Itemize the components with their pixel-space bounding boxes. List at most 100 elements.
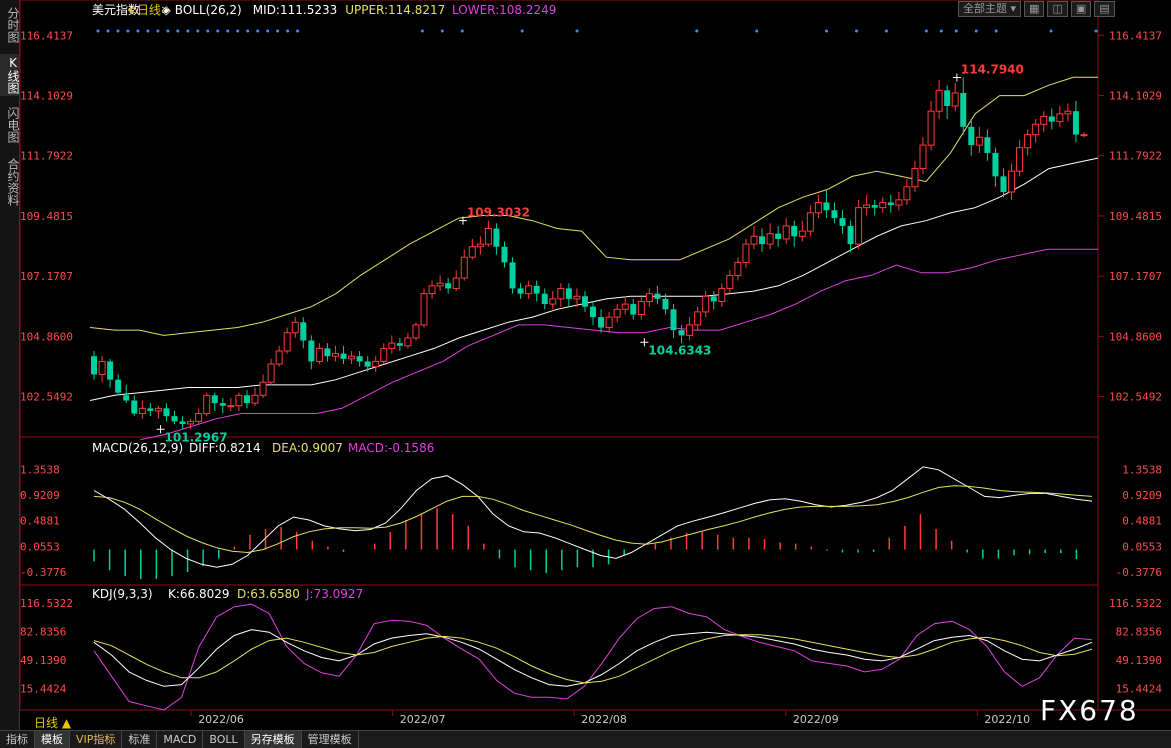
bottom-tab-manage-template[interactable]: 管理模板 <box>302 731 359 748</box>
candle-body <box>839 218 846 226</box>
tab-contract-info[interactable]: 合约资料 <box>6 158 20 206</box>
signal-dot <box>854 29 858 33</box>
macd-tick-label-left: 0.4881 <box>20 515 60 528</box>
candle-body <box>1000 176 1007 193</box>
signal-dot <box>256 29 260 33</box>
left-tab-bar: 分时图 K线图 闪电图 合约资料 <box>0 0 20 730</box>
annotation-label: 109.3032 <box>467 206 530 220</box>
price-tick-label-left: 114.1029 <box>20 90 73 103</box>
macd-tick-label-left: 1.3538 <box>20 464 60 477</box>
signal-dot <box>236 29 240 33</box>
candle-body <box>243 395 250 404</box>
candle-body <box>694 311 702 326</box>
signal-dot <box>96 29 100 33</box>
macd-dea-value: DEA:0.9007 <box>272 441 343 455</box>
candle-body <box>291 321 299 334</box>
signal-dot <box>296 29 300 33</box>
candle-body <box>98 360 106 375</box>
kdj-panel-frame <box>20 584 1099 711</box>
candle-body <box>420 293 428 326</box>
bottom-tab-vip[interactable]: VIP指标 <box>70 731 123 748</box>
candle-body <box>710 296 717 302</box>
macd-value: MACD:-0.1586 <box>348 441 434 455</box>
kdj-title: KDJ(9,3,3) <box>92 587 153 601</box>
candle-body <box>460 256 468 279</box>
candle-body <box>806 212 814 232</box>
kdj-tick-label-left: 82.8356 <box>20 625 66 638</box>
candle-body <box>412 324 420 339</box>
boll-toggle-icon: ◈ <box>162 3 172 17</box>
candle-body <box>573 295 581 300</box>
price-tick-label-left: 111.7922 <box>20 150 73 163</box>
kdj-tick-label: 15.4424 <box>1116 682 1163 695</box>
price-tick-label: 102.5492 <box>1109 391 1162 404</box>
candle-body <box>436 282 444 287</box>
candle-body <box>211 395 218 404</box>
candle-body <box>91 356 98 375</box>
layout-grid-icon[interactable]: ▦ <box>1024 1 1045 17</box>
candle-body <box>782 225 790 240</box>
layout-split-icon[interactable]: ◫ <box>1047 1 1068 17</box>
signal-dot <box>755 29 759 33</box>
candle-body <box>823 202 830 211</box>
kdj-j-value: J:73.0927 <box>305 587 363 601</box>
date-label: 2022/08 <box>581 713 627 726</box>
candle-body <box>533 285 540 294</box>
candle-body <box>654 293 661 299</box>
price-tick-label-left: 104.8600 <box>20 330 73 343</box>
candle-body <box>388 342 396 349</box>
candle-body <box>372 360 380 368</box>
price-tick-label: 109.4815 <box>1109 210 1162 223</box>
candle-body <box>549 298 557 305</box>
macd-dea-line <box>93 485 1093 554</box>
candle-body <box>927 110 935 146</box>
theme-dropdown[interactable]: 全部主题 ▾ <box>958 1 1022 17</box>
kline-chart[interactable]: 116.4137 114.1029 111.7922 109.4815 107.1707… <box>20 0 1171 728</box>
bottom-tab-template[interactable]: 模板 <box>35 731 70 748</box>
bottom-tab-save-template[interactable]: 另存模板 <box>244 731 302 748</box>
macd-panel-frame <box>20 436 1099 586</box>
price-tick-label-left: 109.4815 <box>20 210 73 223</box>
kdj-tick-label: 82.8356 <box>1116 625 1162 638</box>
layout-list-icon[interactable]: ▤ <box>1094 1 1115 17</box>
candle-body <box>742 243 750 263</box>
candle-body <box>364 361 371 367</box>
candle-body <box>565 288 572 299</box>
candle-body <box>525 285 533 295</box>
signal-dot <box>420 29 424 33</box>
candle-body <box>1080 134 1088 137</box>
candle-body <box>1032 123 1040 136</box>
price-tick-label: 114.1029 <box>1109 90 1162 103</box>
tab-kline[interactable]: K线图 <box>0 54 20 96</box>
layout-full-icon[interactable]: ▣ <box>1070 1 1092 17</box>
candle-body <box>171 416 178 422</box>
chart-period: <日线> <box>127 3 171 17</box>
bottom-tab-standard[interactable]: 标准 <box>122 731 158 748</box>
tab-flash[interactable]: 闪电图 <box>6 107 20 143</box>
tab-intraday[interactable]: 分时图 <box>6 7 20 43</box>
candle-body <box>968 126 975 146</box>
candle-body <box>107 361 114 380</box>
candle-body <box>283 332 291 352</box>
period-indicator[interactable]: 日线 ▲ <box>34 716 72 730</box>
candle-body <box>895 199 903 206</box>
candle-body <box>259 381 267 396</box>
kdj-tick-label-left: 49.1390 <box>20 654 66 667</box>
candle-body <box>131 400 138 414</box>
candle-body <box>775 233 782 239</box>
candle-body <box>686 324 694 336</box>
candle-body <box>308 340 315 362</box>
bottom-tab-macd[interactable]: MACD <box>157 731 204 748</box>
bottom-tab-boll[interactable]: BOLL <box>203 731 245 748</box>
candle-body <box>726 274 734 289</box>
candle-body <box>163 408 170 417</box>
macd-tick-label-left: 0.9209 <box>20 489 60 502</box>
candle-body <box>750 235 758 245</box>
signal-dot <box>825 29 829 33</box>
candle-body <box>1040 115 1048 125</box>
candle-body <box>219 403 226 406</box>
candle-body <box>380 347 388 362</box>
signal-dot <box>575 29 579 33</box>
bottom-tab-indicator[interactable]: 指标 <box>0 731 35 748</box>
candle-body <box>581 296 588 307</box>
